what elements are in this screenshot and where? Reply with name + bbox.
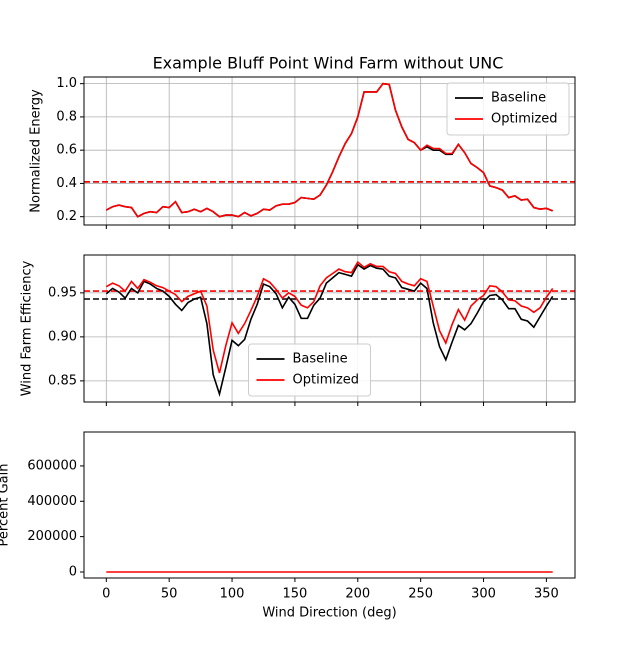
y-tick-label: 200000	[27, 529, 77, 544]
y-tick-label: 0.2	[56, 209, 77, 224]
y-tick-label: 600000	[27, 458, 77, 473]
x-axis-label: Wind Direction (deg)	[262, 606, 396, 621]
y-tick-label: 0.85	[48, 373, 77, 388]
legend-label: Baseline	[293, 352, 348, 367]
y-axis-label: Percent Gain	[0, 464, 12, 547]
y-tick-label: 0.6	[56, 143, 77, 158]
x-tick-label: 350	[534, 587, 559, 602]
y-tick-label: 0.8	[56, 109, 77, 124]
x-tick-label: 0	[102, 587, 110, 602]
axes-frame	[83, 76, 576, 226]
legend-box	[446, 82, 570, 136]
x-tick-label: 100	[220, 587, 245, 602]
plot-area	[84, 82, 575, 218]
x-tick-label: 200	[345, 587, 370, 602]
chart-title: Example Bluff Point Wind Farm without UN…	[153, 54, 504, 73]
series-line	[105, 260, 554, 374]
x-tick-label: 250	[408, 587, 433, 602]
plot-area	[84, 260, 575, 398]
y-tick-label: 0.90	[48, 329, 77, 344]
y-axis-label: Normalized Energy	[29, 89, 44, 213]
y-tick-label: 0.4	[56, 176, 77, 191]
x-tick-label: 300	[471, 587, 496, 602]
series-line	[105, 263, 554, 398]
x-tick-label: 150	[283, 587, 308, 602]
legend-box	[248, 343, 371, 397]
series-line	[105, 82, 553, 218]
legend-label: Baseline	[491, 91, 546, 106]
y-tick-label: 0.95	[48, 285, 77, 300]
axes-frame	[83, 254, 576, 403]
legend-label: Optimized	[491, 112, 558, 127]
y-tick-label: 1.0	[56, 76, 77, 91]
y-axis-label: Wind Farm Efficiency	[20, 260, 35, 396]
y-tick-label: 400000	[27, 494, 77, 509]
x-tick-label: 50	[161, 587, 178, 602]
legend-label: Optimized	[293, 373, 360, 388]
y-tick-label: 0	[69, 564, 77, 579]
axes-frame	[83, 431, 576, 579]
